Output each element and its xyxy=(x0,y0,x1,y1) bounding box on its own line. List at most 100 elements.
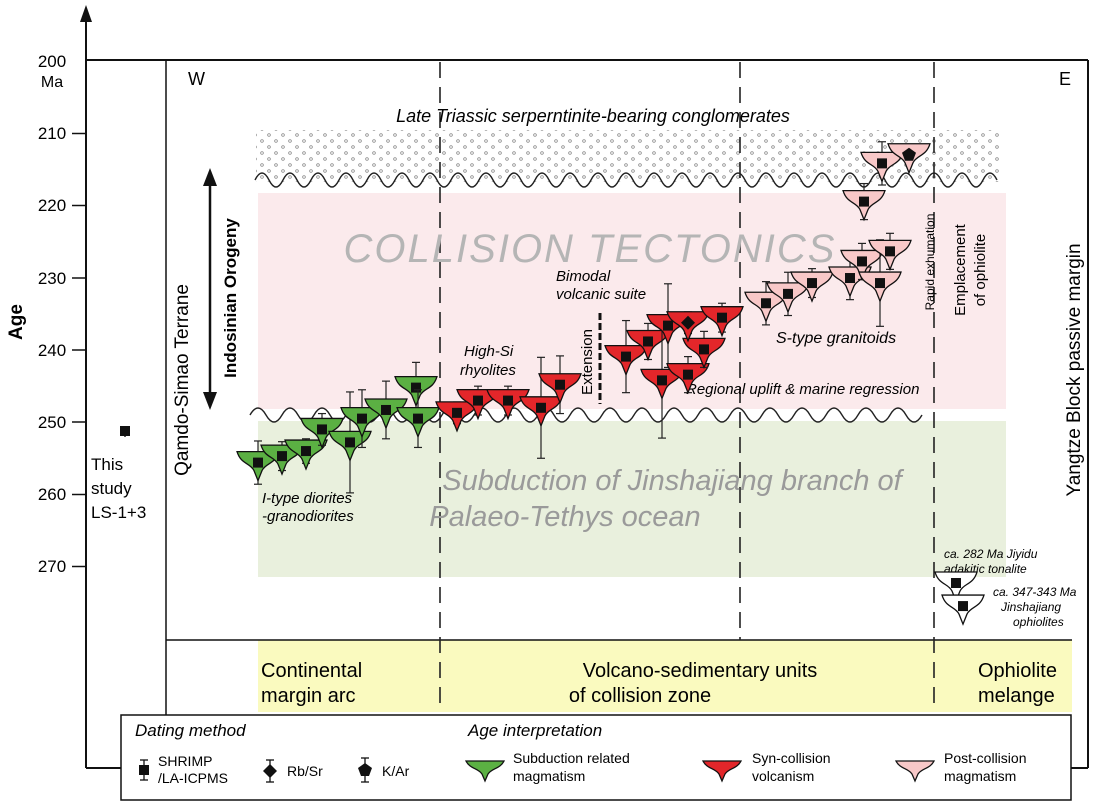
shrimp-age-marker xyxy=(875,278,885,289)
y-ticks xyxy=(72,132,86,568)
this-study-label-3: LS-1+3 xyxy=(91,503,146,522)
shrimp-age-marker xyxy=(503,395,513,406)
shrimp-age-marker xyxy=(657,375,667,386)
bimodal-label-2: volcanic suite xyxy=(556,286,646,303)
shrimp-age-marker xyxy=(783,288,793,299)
east-label: E xyxy=(1059,69,1071,89)
shrimp-age-marker xyxy=(885,246,895,257)
shrimp-age-marker xyxy=(277,451,287,462)
zone-band xyxy=(258,640,1072,712)
shrimp-age-marker xyxy=(621,351,631,362)
legend-syn-label-1: Syn-collision xyxy=(752,750,831,766)
orogeny-label: Indosinian Orogeny xyxy=(221,218,240,378)
this-study-label-1: This xyxy=(91,455,123,474)
legend-post-symbol xyxy=(894,760,936,783)
bimodal-label-1: Bimodal xyxy=(556,268,611,285)
itype-label-1: I-type diorites xyxy=(262,490,353,507)
itype-label-2: -granodiorites xyxy=(262,508,354,525)
legend-kar-symbol xyxy=(358,757,372,783)
tick-label-260: 260 xyxy=(38,485,66,504)
shrimp-age-marker xyxy=(877,158,887,169)
shrimp-age-marker xyxy=(717,312,727,323)
stype-label: S-type granitoids xyxy=(776,330,896,347)
legend-rbsr-label: Rb/Sr xyxy=(287,763,323,779)
shrimp-age-marker xyxy=(663,320,673,331)
tick-label-220: 220 xyxy=(38,196,66,215)
shrimp-age-marker xyxy=(381,404,391,415)
shrimp-age-marker xyxy=(452,407,462,418)
legend-dating-title: Dating method xyxy=(135,721,246,740)
shrimp-age-marker xyxy=(683,369,693,380)
shrimp-age-marker xyxy=(699,344,709,355)
orogeny-arrow-down xyxy=(203,392,217,410)
zone-volcano-label-1: Volcano-sedimentary units xyxy=(583,660,818,682)
zone-ophiolite-label-2: melange xyxy=(978,685,1055,707)
zone-volcano-label-2: of collision zone xyxy=(569,685,711,707)
terrane-label: Qamdo-Simao Terrane xyxy=(172,284,193,476)
legend-rbsr-symbol xyxy=(263,759,277,783)
this-study-square xyxy=(120,426,130,436)
tick-unit-ma: Ma xyxy=(41,74,63,91)
jiyidu-label-1: ca. 282 Ma Jiyidu xyxy=(944,547,1038,561)
tick-label-240: 240 xyxy=(38,341,66,360)
subduction-band xyxy=(258,421,1006,577)
zone-ophiolite-label-1: Ophiolite xyxy=(978,660,1057,682)
shrimp-age-marker xyxy=(807,278,817,289)
legend-syn-symbol xyxy=(701,760,743,783)
jinsha-label-3: ophiolites xyxy=(1013,615,1064,629)
legend-interp-title: Age interpretation xyxy=(467,721,602,740)
conglomerates-label: Late Triassic serperntinite-bearing cong… xyxy=(396,106,790,126)
tick-label-270: 270 xyxy=(38,557,66,576)
collision-band xyxy=(258,193,1006,409)
collision-label: COLLISION TECTONICS xyxy=(344,227,837,271)
shrimp-age-marker xyxy=(357,413,367,424)
shrimp-age-marker xyxy=(413,413,423,424)
legend-kar-label: K/Ar xyxy=(382,763,410,779)
shrimp-age-marker xyxy=(951,578,961,589)
orogeny-arrow-up xyxy=(203,168,217,186)
legend-subduction-label-2: magmatism xyxy=(513,768,585,784)
tick-label-200: 200 xyxy=(38,52,66,71)
shrimp-age-marker xyxy=(958,601,968,612)
rbsr-age-marker xyxy=(681,315,695,330)
jinsha-label-2: Jinshajiang xyxy=(1000,600,1061,614)
tick-label-250: 250 xyxy=(38,413,66,432)
rapid-exhumation-label: Rapid exhumation xyxy=(923,214,937,311)
zone-arc-label-2: margin arc xyxy=(261,685,355,707)
shrimp-age-marker xyxy=(411,382,421,393)
y-axis-title: Age xyxy=(6,304,27,340)
shrimp-age-marker xyxy=(345,437,355,448)
west-label: W xyxy=(188,69,205,89)
uplift-label: Regional uplift & marine regression xyxy=(686,381,919,398)
shrimp-age-marker xyxy=(536,402,546,413)
tick-label-210: 210 xyxy=(38,124,66,143)
this-study-marker xyxy=(120,426,130,437)
legend-box xyxy=(120,714,1072,801)
shrimp-age-marker xyxy=(301,446,311,457)
shrimp-age-marker xyxy=(473,395,483,406)
extension-label: Extension xyxy=(579,329,596,395)
legend-shrimp-label-2: /LA-ICPMS xyxy=(158,770,228,786)
subduction-label-2: Palaeo-Tethys ocean xyxy=(429,501,700,533)
legend-post-label-1: Post-collision xyxy=(944,750,1026,766)
legend-syn-label-2: volcanism xyxy=(752,768,814,784)
shrimp-age-marker xyxy=(859,196,869,207)
shrimp-age-marker xyxy=(857,256,867,267)
legend-subduction-symbol xyxy=(464,760,506,783)
shrimp-age-marker xyxy=(643,336,653,347)
age-markers xyxy=(236,141,985,626)
shrimp-age-marker xyxy=(253,457,263,468)
high-si-label-2: rhyolites xyxy=(460,362,516,379)
shrimp-age-marker xyxy=(555,379,565,390)
kar-age-marker xyxy=(902,147,916,161)
legend-post-label-2: magmatism xyxy=(944,768,1016,784)
tick-label-230: 230 xyxy=(38,269,66,288)
legend-subduction-label-1: Subduction related xyxy=(513,750,630,766)
shrimp-age-marker xyxy=(317,424,327,435)
jinsha-label-1: ca. 347-343 Ma xyxy=(993,585,1077,599)
emplacement-label-1: Emplacement xyxy=(952,223,969,316)
subduction-label-1: Subduction of Jinshajiang branch of xyxy=(442,465,904,497)
legend-shrimp-label-1: SHRIMP xyxy=(158,753,212,769)
emplacement-label-2: of ophiolite xyxy=(972,234,989,307)
